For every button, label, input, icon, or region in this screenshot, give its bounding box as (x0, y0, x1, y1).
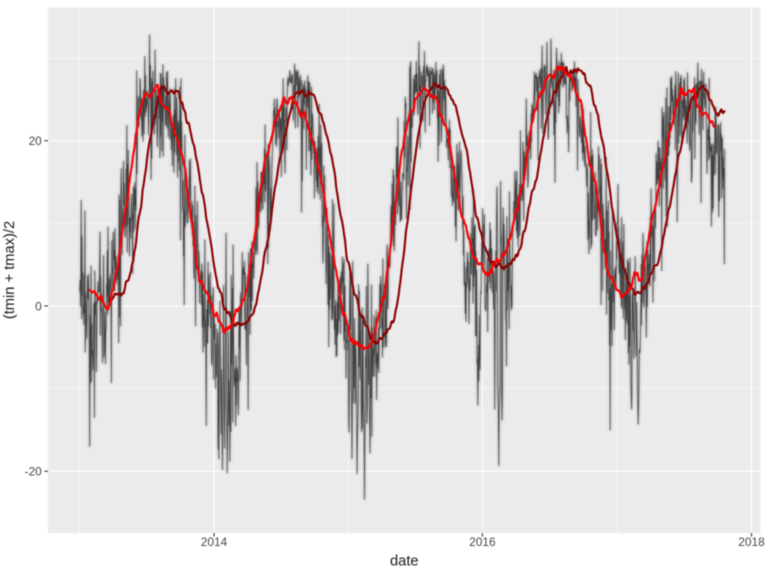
svg-text:(tmin + tmax)/2: (tmin + tmax)/2 (2, 221, 18, 319)
svg-text:2018: 2018 (738, 535, 765, 549)
svg-text:0: 0 (35, 299, 42, 313)
svg-text:date: date (390, 554, 419, 570)
svg-text:2014: 2014 (201, 535, 228, 549)
svg-text:20: 20 (29, 134, 43, 148)
svg-text:2016: 2016 (469, 535, 496, 549)
svg-text:-20: -20 (25, 465, 43, 479)
